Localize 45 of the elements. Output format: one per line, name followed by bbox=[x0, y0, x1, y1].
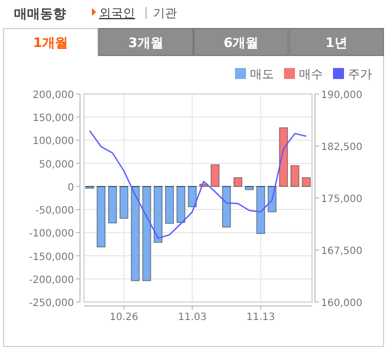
bar bbox=[96, 186, 106, 248]
legend-label: 매수 bbox=[299, 67, 323, 81]
y-tick-label: -50,000 bbox=[35, 206, 74, 217]
y-tick-label: 150,000 bbox=[32, 113, 74, 124]
y-tick-label: 200,000 bbox=[32, 90, 74, 101]
bar bbox=[142, 186, 152, 282]
text: 1년 bbox=[325, 36, 348, 51]
line-series bbox=[89, 130, 307, 239]
bar bbox=[256, 186, 266, 234]
text: 3개월 bbox=[128, 36, 164, 51]
bar bbox=[234, 177, 242, 187]
text: 6개월 bbox=[224, 36, 259, 51]
text: 기관 bbox=[153, 6, 177, 20]
x-tick-label: 11.03 bbox=[178, 312, 207, 323]
y-tick-label: 0 bbox=[68, 182, 74, 194]
legend-label: 매도 bbox=[250, 67, 274, 81]
x-tick-label: 10.26 bbox=[110, 312, 138, 323]
text: 1개월 bbox=[33, 36, 68, 51]
bar bbox=[279, 127, 288, 187]
bar bbox=[154, 186, 162, 243]
y-tick-label: -150,000 bbox=[29, 252, 74, 263]
x-tick-label: 11.13 bbox=[246, 312, 276, 323]
bar bbox=[165, 186, 174, 224]
y2-tick-label: 182,500 bbox=[321, 142, 362, 153]
bar bbox=[120, 186, 128, 219]
text: 외국인 bbox=[99, 6, 135, 20]
bar bbox=[210, 164, 220, 187]
y2-tick-label: 190,000 bbox=[321, 90, 362, 101]
bar bbox=[188, 186, 197, 208]
y-tick-label: -250,000 bbox=[29, 298, 74, 309]
bar bbox=[302, 177, 311, 187]
bar bbox=[108, 186, 117, 224]
y-tick-label: -200,000 bbox=[29, 274, 74, 286]
y2-tick-label: 167,500 bbox=[321, 246, 362, 257]
y-tick-label: 50,000 bbox=[39, 159, 74, 170]
legend-label: 주가 bbox=[348, 67, 372, 81]
y-tick-label: -100,000 bbox=[29, 228, 74, 240]
bar bbox=[130, 186, 140, 282]
chart-title: 매매동향 bbox=[14, 7, 66, 22]
y-tick-label: 100,000 bbox=[32, 136, 74, 148]
y2-tick-label: 175,000 bbox=[321, 194, 362, 205]
bar bbox=[176, 186, 186, 223]
bar bbox=[290, 165, 300, 187]
y2-tick-label: 160,000 bbox=[321, 298, 362, 309]
bar bbox=[222, 186, 231, 228]
